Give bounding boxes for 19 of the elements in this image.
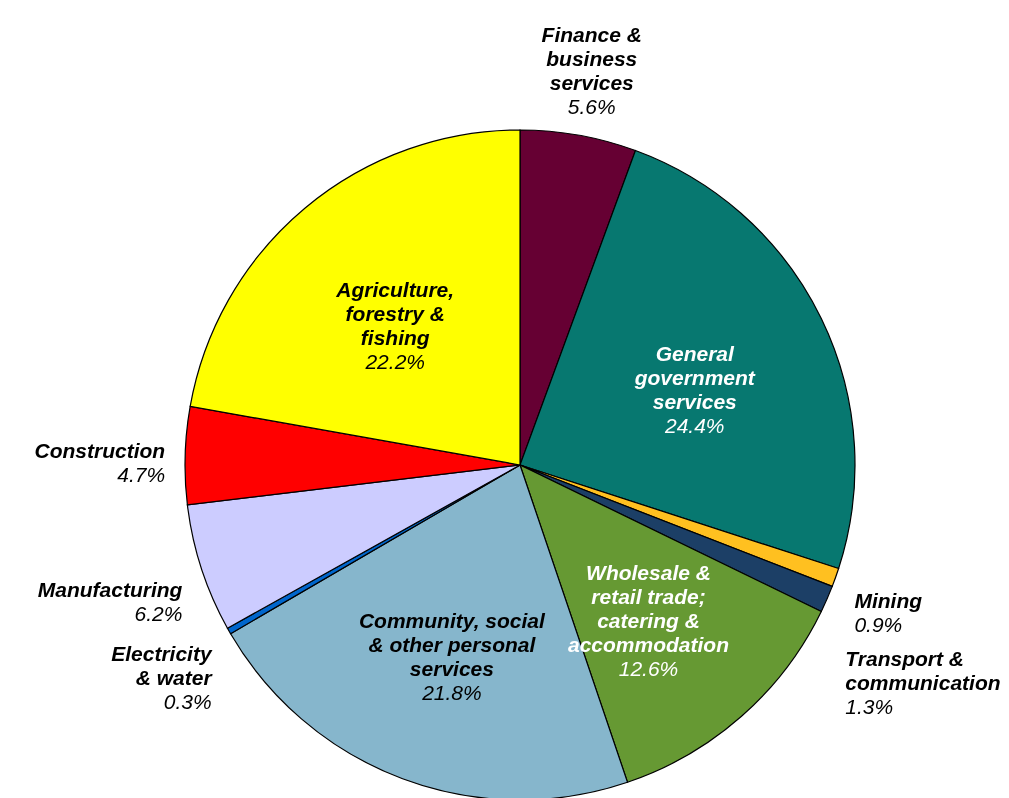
- slice-label: Agriculture, forestry & fishing: [335, 278, 455, 350]
- data-label: 5.6%: [567, 95, 616, 119]
- data-label: 6.2%: [134, 601, 183, 625]
- slice-label: Electricity & water: [111, 642, 214, 690]
- data-label: 0.3%: [163, 690, 212, 714]
- data-label: 4.7%: [117, 463, 166, 487]
- slice-label: Manufacturing: [37, 577, 183, 601]
- slice-label: General government services: [633, 342, 756, 414]
- data-label: 0.9%: [854, 612, 903, 636]
- data-label: 24.4%: [663, 414, 725, 438]
- data-label: 12.6%: [618, 656, 679, 680]
- data-label: 21.8%: [421, 680, 482, 704]
- slice-label: Finance & business services: [541, 23, 642, 95]
- slice-label: Community, social & other personal services: [358, 608, 547, 680]
- slice-label: Mining: [854, 588, 923, 612]
- slice-label: Transport & communication: [845, 646, 1001, 694]
- slice-label: Construction: [34, 439, 166, 463]
- data-label: 22.2%: [364, 350, 425, 374]
- data-label: 1.3%: [845, 694, 894, 718]
